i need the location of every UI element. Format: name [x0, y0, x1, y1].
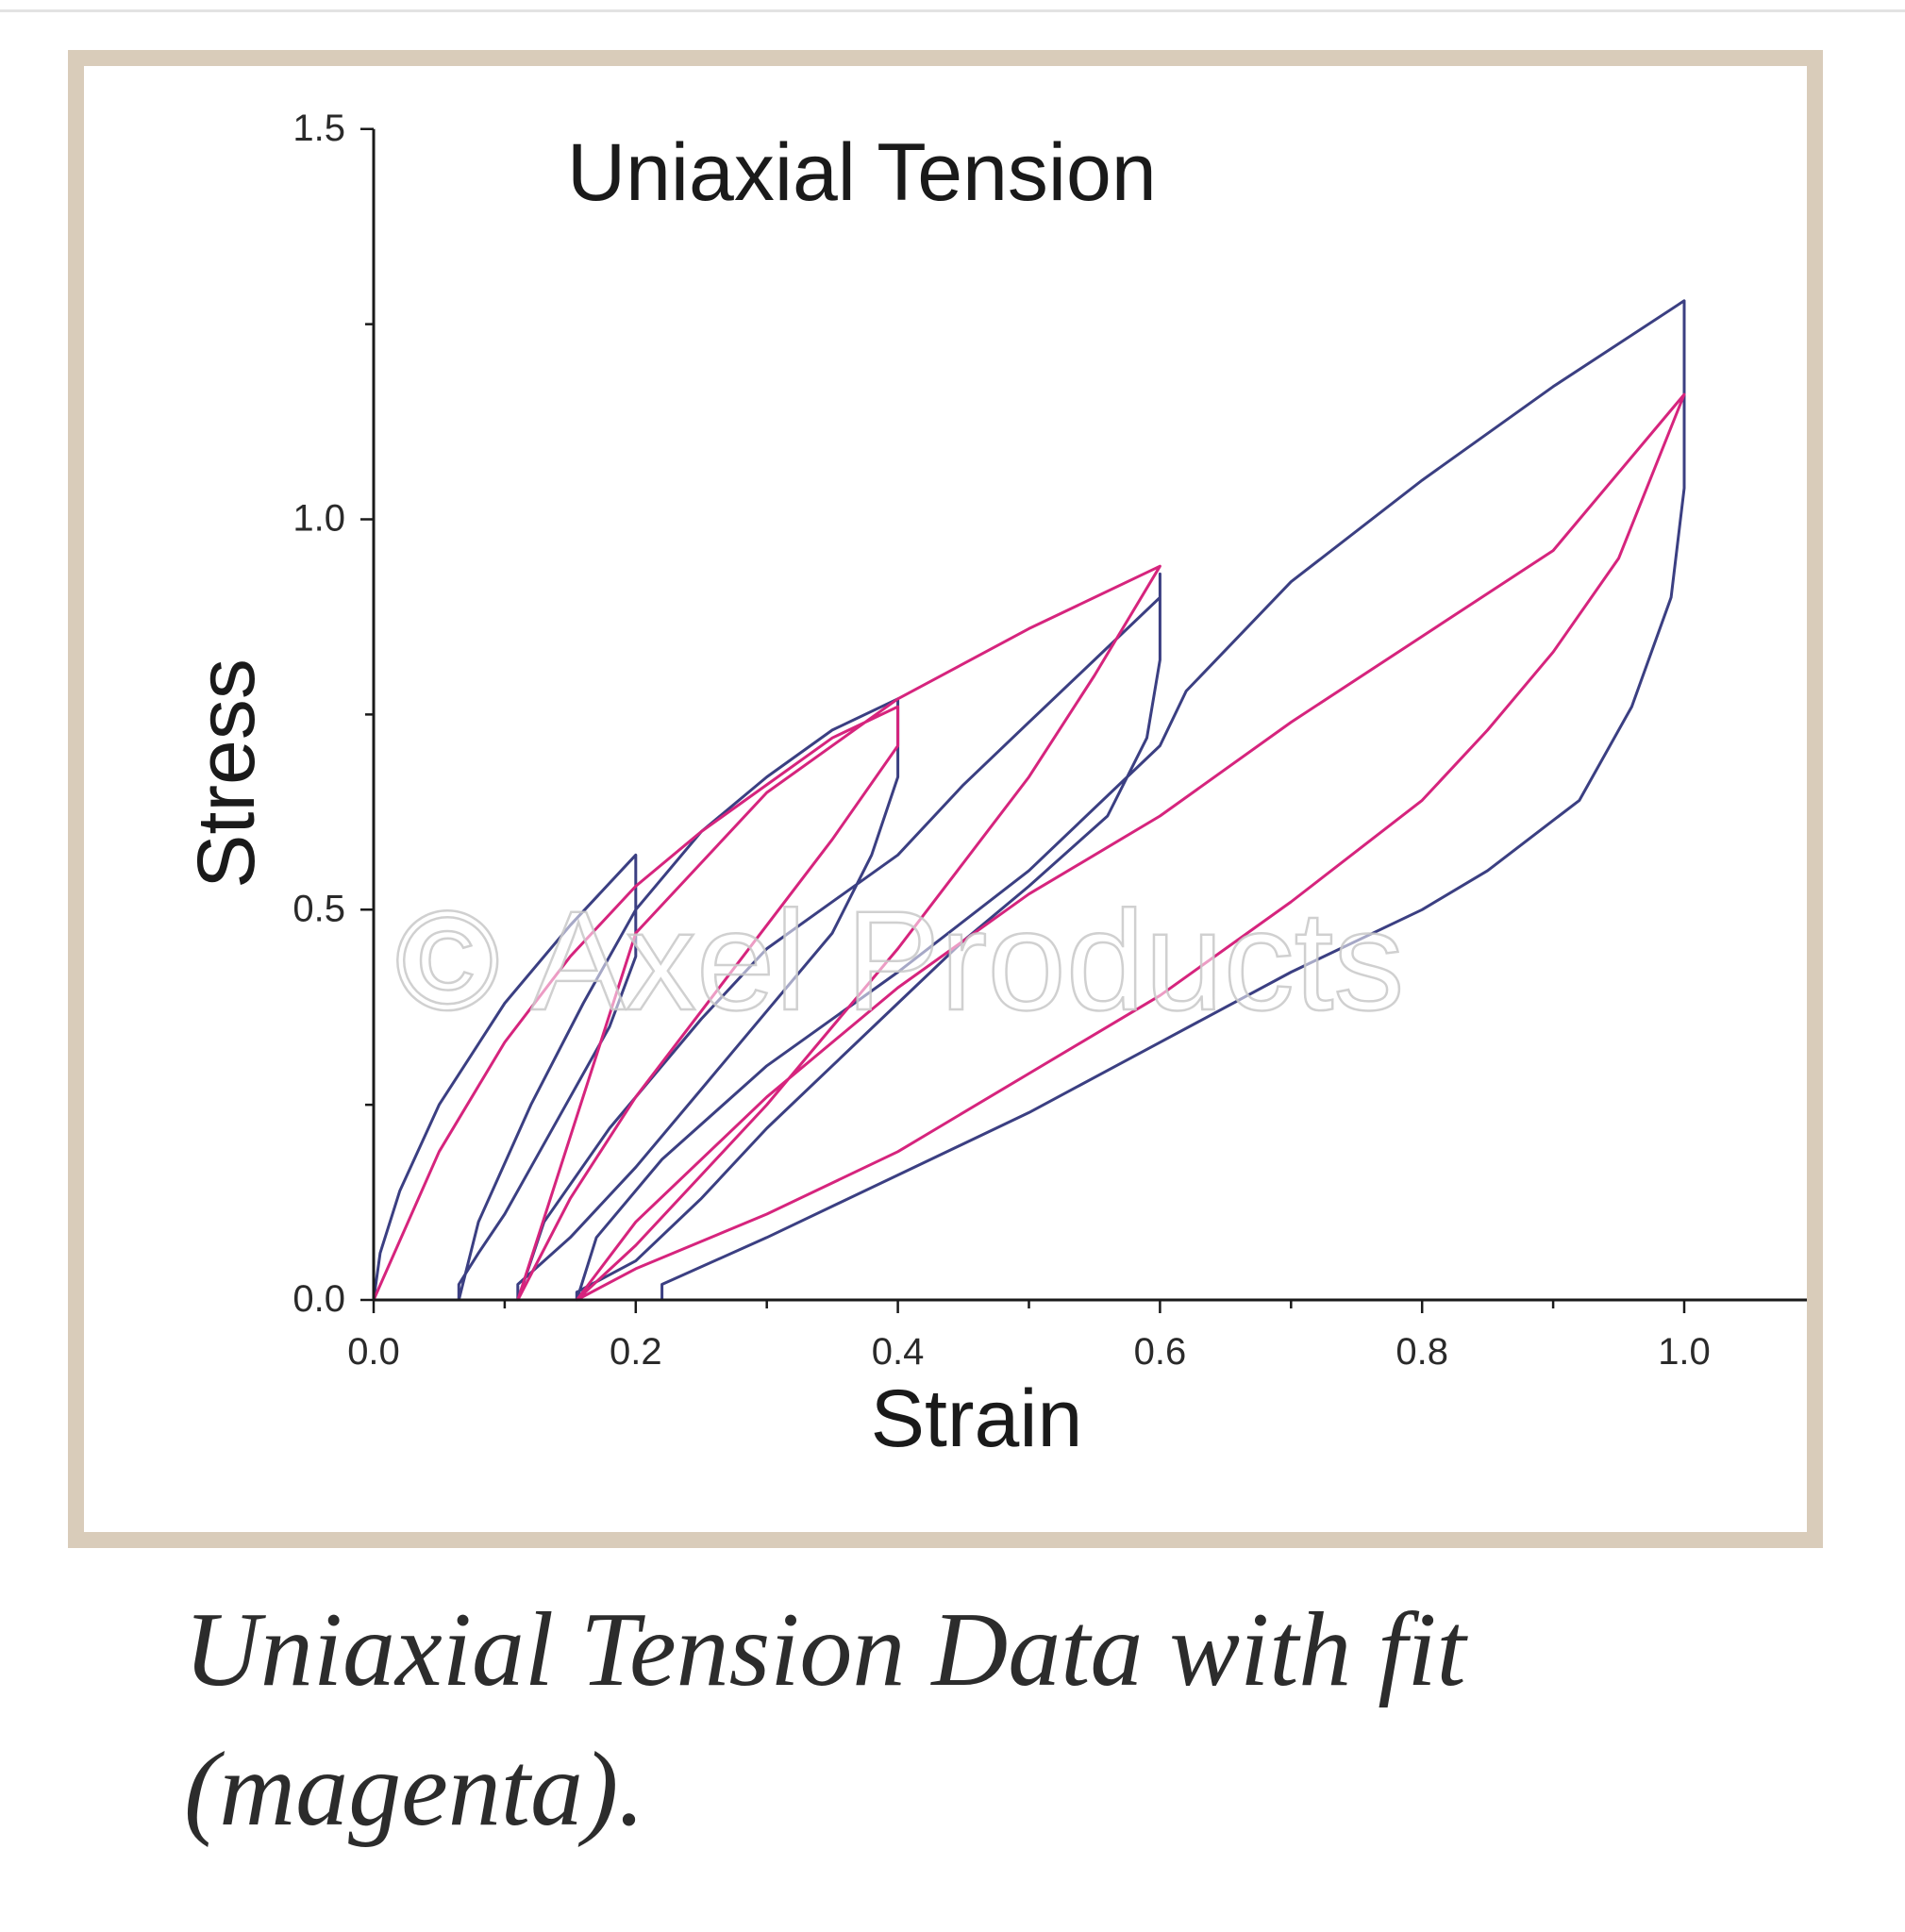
x-axis-title: Strain: [871, 1374, 1083, 1464]
y-tick-label: 0.0: [292, 1278, 345, 1320]
y-axis-title: Stress: [181, 658, 272, 889]
y-tick-label: 1.0: [292, 498, 345, 540]
y-tick-label: 1.5: [292, 108, 345, 149]
figure-caption: Uniaxial Tension Data with fit (magenta)…: [184, 1591, 1466, 1848]
figure-frame: 0.0 0.2 0.4 0.6 0.8 1.0 0.0 0.5 1.0 1.5 Uniaxial …: [68, 50, 1823, 1548]
x-tick-label: 0.0: [347, 1331, 400, 1373]
x-tick-label: 0.4: [872, 1331, 925, 1373]
stress-strain-chart: 0.0 0.2 0.4 0.6 0.8 1.0 0.0 0.5 1.0 1.5 Uniaxial …: [181, 108, 1807, 1464]
x-tick-label: 1.0: [1658, 1331, 1711, 1373]
x-tick-label: 0.2: [610, 1331, 662, 1373]
x-tick-label: 0.8: [1395, 1331, 1448, 1373]
series-line-data: [372, 299, 1686, 1302]
series-layer: [372, 299, 1686, 1302]
x-tick-label: 0.6: [1134, 1331, 1187, 1373]
top-divider: [0, 9, 1905, 12]
watermark-text: © Axel Products: [395, 881, 1404, 1040]
series-line-fit: [372, 392, 1686, 1302]
axes: 0.0 0.2 0.4 0.6 0.8 1.0 0.0 0.5 1.0 1.5: [292, 108, 1807, 1373]
chart-text: Uniaxial Tension Strain Stress © Axel Pr…: [181, 127, 1406, 1464]
chart-title: Uniaxial Tension: [567, 127, 1157, 218]
y-tick-label: 0.5: [292, 888, 345, 929]
